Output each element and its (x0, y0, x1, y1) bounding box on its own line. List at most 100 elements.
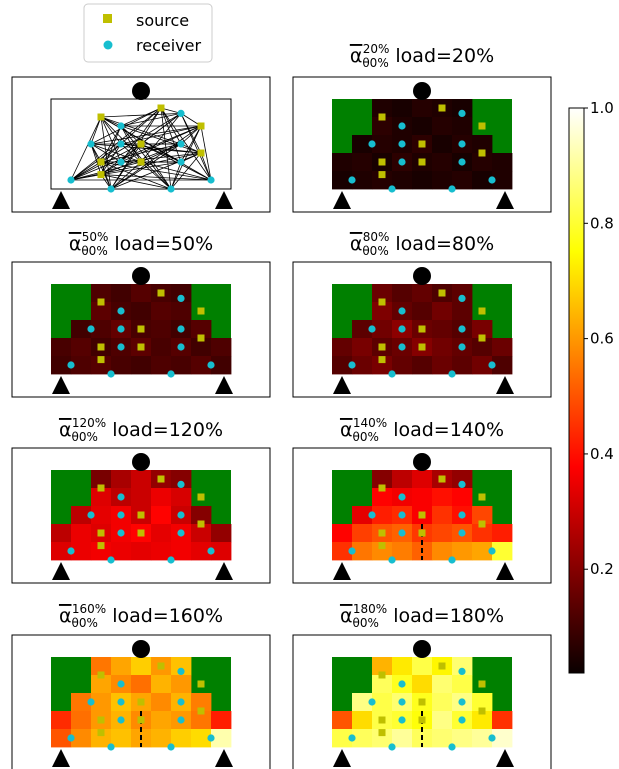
heatmap-cell (372, 320, 393, 339)
heatmap-cell (392, 99, 413, 118)
receiver-marker (117, 122, 125, 130)
legend: source receiver (83, 3, 213, 63)
heatmap-cell (211, 338, 232, 357)
source-marker (418, 698, 426, 706)
source-marker (438, 289, 446, 297)
panel-load-160: αθ0%160% load=160% (11, 602, 271, 769)
receiver-marker (348, 734, 356, 742)
heatmap-cell (191, 542, 212, 561)
panel-title-subscript: θ0% (362, 56, 388, 70)
source-marker (478, 520, 486, 528)
receiver-marker (107, 556, 115, 564)
source-marker (97, 529, 105, 537)
heatmap-cell (191, 711, 212, 730)
heatmap-cell (111, 729, 132, 748)
panel-title-load: load=140% (393, 419, 504, 441)
heatmap-cell (151, 506, 172, 525)
heatmap-cell (352, 506, 373, 525)
ray-path (140, 161, 212, 181)
heatmap-cell (472, 542, 493, 561)
heatmap-cell (51, 729, 72, 748)
heatmap-cell (372, 675, 393, 694)
heatmap-cell (432, 711, 453, 730)
receiver-marker (167, 185, 175, 193)
heatmap-cell (51, 356, 72, 375)
receiver-marker (67, 176, 75, 184)
heatmap-cell (352, 338, 373, 357)
support (496, 191, 514, 209)
heatmap-cell (71, 506, 92, 525)
panel-load-80: αθ0%80% load=80% (292, 230, 552, 398)
panel-title: αθ0%50% load=50% (69, 230, 213, 258)
heatmap-cell (452, 302, 473, 321)
heatmap-cell (191, 320, 212, 339)
heatmap-cell (472, 506, 493, 525)
heatmap-cell (452, 356, 473, 375)
receiver-marker (448, 743, 456, 751)
panel-title-subscript: θ0% (352, 430, 378, 444)
heatmap-cell (472, 153, 493, 172)
heatmap-cell (452, 284, 473, 303)
source-marker (378, 671, 386, 679)
load-point (413, 267, 431, 285)
panel-title-subscript: θ0% (71, 616, 97, 630)
ray-path (110, 152, 202, 190)
support (333, 191, 351, 209)
heatmap-cell (171, 302, 192, 321)
heatmap-cell (372, 729, 393, 748)
heatmap-cell (432, 542, 453, 561)
source-marker (197, 122, 205, 130)
receiver-marker (398, 716, 406, 724)
heatmap-cell (151, 711, 172, 730)
receiver-marker (177, 480, 185, 488)
heatmap-cell (191, 524, 212, 543)
support (52, 376, 70, 394)
panel-title-stat: α (340, 605, 353, 627)
source-marker (137, 140, 145, 148)
receiver-marker (177, 511, 185, 519)
load-point (413, 640, 431, 658)
load-point (413, 82, 431, 100)
heatmap-cell (171, 470, 192, 489)
source-marker (197, 493, 205, 501)
panel-title-load: load=50% (114, 233, 213, 255)
receiver-marker (448, 185, 456, 193)
receiver-marker (398, 158, 406, 166)
source-marker (137, 698, 145, 706)
receiver-marker (348, 361, 356, 369)
heatmap-cell (111, 542, 132, 561)
panel-title-load: load=20% (395, 45, 494, 67)
panel-title-load: load=80% (395, 233, 494, 255)
source-marker (97, 171, 105, 179)
ray-path (100, 125, 122, 175)
receiver-marker (488, 547, 496, 555)
heatmap-cell (492, 729, 513, 748)
heatmap-cell (91, 470, 112, 489)
heatmap-cell (91, 542, 112, 561)
heatmap-cell (452, 99, 473, 118)
heatmap-cell (372, 284, 393, 303)
ray-path (180, 113, 212, 181)
receiver-marker (117, 529, 125, 537)
load-point (132, 453, 150, 471)
legend-receiver-label: receiver (136, 36, 201, 55)
heatmap-cell (432, 729, 453, 748)
receiver-marker (117, 325, 125, 333)
ray-path (100, 143, 182, 163)
heatmap-cell (492, 542, 513, 561)
source-marker (137, 716, 145, 724)
receiver-marker (458, 716, 466, 724)
heatmap-cell (352, 320, 373, 339)
heatmap-cell (372, 693, 393, 712)
legend-box (83, 3, 213, 63)
legend-source-label: source (136, 11, 189, 30)
source-marker (418, 511, 426, 519)
receiver-marker (117, 511, 125, 519)
ray-path (170, 152, 202, 190)
heatmap-cell (352, 524, 373, 543)
source-marker (197, 307, 205, 315)
heatmap-cell (151, 693, 172, 712)
heatmap-cell (392, 542, 413, 561)
heatmap-cell (352, 711, 373, 730)
receiver-marker (458, 529, 466, 537)
